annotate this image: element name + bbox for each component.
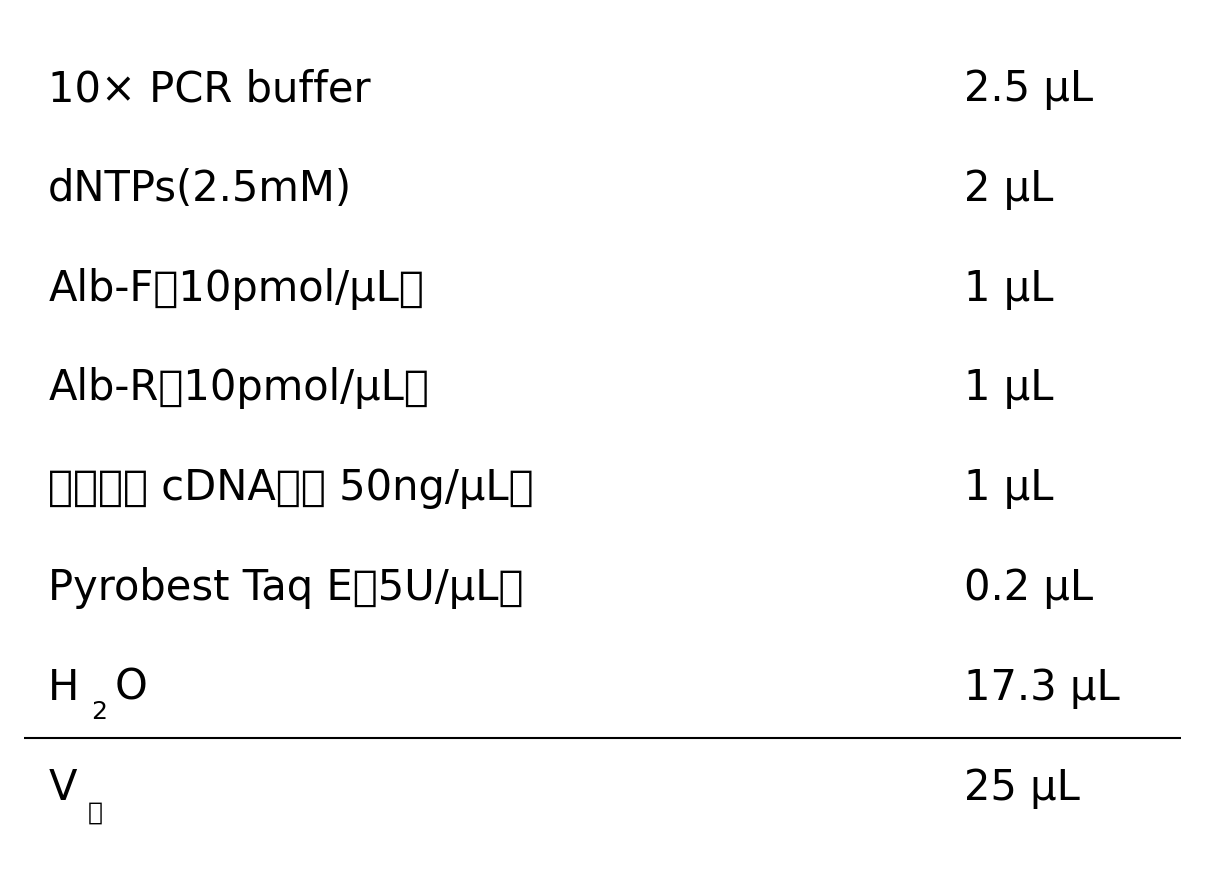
Text: H: H xyxy=(48,667,80,709)
Text: Pyrobest Taq E（5U/μL）: Pyrobest Taq E（5U/μL） xyxy=(48,567,524,609)
Text: dNTPs(2.5mM): dNTPs(2.5mM) xyxy=(48,168,352,210)
Text: 25 μL: 25 μL xyxy=(964,766,1080,809)
Text: O: O xyxy=(114,667,147,709)
Text: 人外周血 cDNA（约 50ng/μL）: 人外周血 cDNA（约 50ng/μL） xyxy=(48,467,534,509)
Text: 2.5 μL: 2.5 μL xyxy=(964,68,1093,110)
Text: 1 μL: 1 μL xyxy=(964,467,1053,509)
Text: 2 μL: 2 μL xyxy=(964,168,1053,210)
Text: Alb-F（10pmol/μL）: Alb-F（10pmol/μL） xyxy=(48,268,424,310)
Text: Alb-R（10pmol/μL）: Alb-R（10pmol/μL） xyxy=(48,368,429,409)
Text: 2: 2 xyxy=(92,700,107,725)
Text: 10× PCR buffer: 10× PCR buffer xyxy=(48,68,371,110)
Text: V: V xyxy=(48,766,77,809)
Text: 17.3 μL: 17.3 μL xyxy=(964,667,1119,709)
Text: 1 μL: 1 μL xyxy=(964,268,1053,310)
Text: 总: 总 xyxy=(88,801,102,824)
Text: 1 μL: 1 μL xyxy=(964,368,1053,409)
Text: 0.2 μL: 0.2 μL xyxy=(964,567,1093,609)
